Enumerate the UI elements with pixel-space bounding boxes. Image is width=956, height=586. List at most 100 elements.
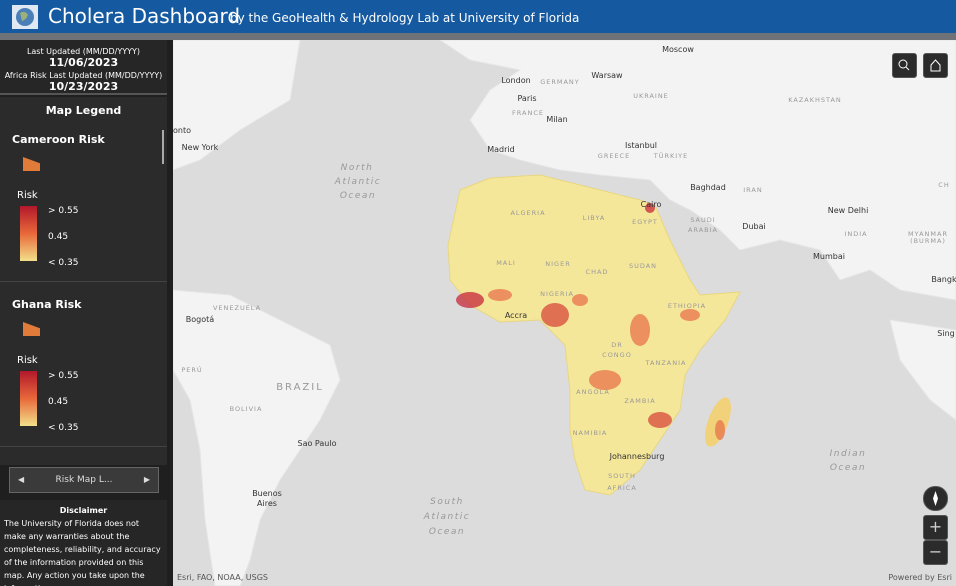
header: Cholera Dashboard by the GeoHealth & Hyd…	[0, 0, 956, 33]
map-label: Dubai	[742, 222, 765, 231]
map-label: onto	[173, 126, 191, 135]
map-label: Sao Paulo	[298, 439, 337, 448]
map-label: SAUDI	[690, 216, 715, 224]
map-label: Accra	[505, 311, 527, 320]
layer-swatch	[23, 157, 40, 171]
map-label: PERÚ	[181, 365, 202, 374]
layer-name: Ghana Risk	[12, 298, 82, 311]
map-label: NAMIBIA	[573, 429, 608, 437]
map-label: CONGO	[602, 351, 632, 359]
ramp-label: 0.45	[48, 397, 69, 407]
field-label: Risk	[17, 190, 38, 201]
map-label: (BURMA)	[910, 237, 946, 245]
map-label: TANZANIA	[645, 359, 687, 367]
home-button[interactable]	[923, 53, 948, 78]
legend-nav[interactable]: ◀ Risk Map L... ▶	[9, 467, 159, 493]
map[interactable]: Moscow London GERMANY Warsaw UKRAINE Paris FRA…	[173, 40, 956, 586]
map-label: KAZAKHSTAN	[788, 96, 842, 104]
map-label: Ocean	[830, 463, 866, 473]
map-label: Atlantic	[334, 177, 381, 187]
map-label: AFRICA	[607, 484, 637, 492]
subtitle: by the GeoHealth & Hydrology Lab at Univ…	[230, 11, 580, 25]
map-label: New York	[182, 143, 219, 152]
search-icon	[898, 59, 910, 71]
map-label: Istanbul	[625, 141, 657, 150]
title: Cholera Dashboard	[48, 4, 241, 28]
map-label: ETHIOPIA	[668, 302, 706, 310]
map-label: UKRAINE	[633, 92, 669, 100]
map-label: SOUTH	[608, 472, 636, 480]
legend-layer: Malawi Risk	[0, 447, 167, 465]
ramp-label: 0.45	[48, 232, 69, 242]
logo	[12, 5, 38, 29]
map-label: Moscow	[662, 45, 694, 54]
map-label: Cairo	[641, 200, 662, 209]
map-label: IRAN	[743, 186, 762, 194]
map-label: INDIA	[844, 230, 867, 238]
powered-by: Powered by Esri	[888, 573, 952, 582]
map-label: ALGERIA	[510, 209, 545, 217]
compass-button[interactable]	[923, 486, 948, 511]
header-strip	[0, 33, 956, 40]
map-label: Bogotá	[186, 315, 214, 324]
search-button[interactable]	[892, 53, 917, 78]
map-label: Atlantic	[423, 512, 470, 522]
map-label: GERMANY	[540, 78, 580, 86]
map-label: Buenos	[252, 489, 282, 498]
map-label: Warsaw	[591, 71, 623, 80]
map-label: ARABIA	[688, 226, 718, 234]
map-label: NIGERIA	[540, 290, 574, 298]
layer-name: Cameroon Risk	[12, 133, 105, 146]
map-label: Baghdad	[690, 183, 726, 192]
map-label: EGYPT	[632, 218, 658, 226]
map-label: BOLIVIA	[230, 405, 263, 413]
disclaimer-title: Disclaimer	[59, 506, 108, 515]
map-label: Madrid	[487, 145, 514, 154]
nav-label: Risk Map L...	[55, 475, 113, 485]
home-icon	[930, 59, 941, 72]
next[interactable]: ▶	[143, 475, 150, 484]
map-label: SUDAN	[629, 262, 657, 270]
update-label: Africa Risk Last Updated (MM/DD/YYYY)	[4, 71, 163, 80]
map-label: North	[341, 163, 374, 173]
map-label: VENEZUELA	[213, 304, 261, 312]
legend: Map Legend Cameroon Risk Risk > 0.55 0.45 < …	[0, 97, 167, 465]
ramp-label: < 0.35	[48, 423, 79, 433]
map-label: LIBYA	[583, 214, 606, 222]
prev[interactable]: ◀	[18, 475, 25, 484]
map-label: CH	[938, 181, 949, 189]
map-label: Johannesburg	[609, 452, 665, 461]
map-label: Mumbai	[813, 252, 845, 261]
map-label: South	[430, 497, 464, 507]
map-label: Bangk	[931, 275, 956, 284]
map-label: Ocean	[429, 527, 465, 537]
ramp-label: < 0.35	[48, 258, 79, 268]
map-label: GREECE	[598, 152, 630, 160]
map-label: MALI	[496, 259, 516, 267]
map-label: Paris	[517, 94, 536, 103]
field-label: Risk	[17, 355, 38, 366]
layer-swatch	[23, 322, 40, 336]
map-label: New Delhi	[828, 206, 869, 215]
disclaimer-text: The University of Florida does not make …	[4, 519, 161, 586]
map-label: Ocean	[340, 191, 376, 201]
scrollbar[interactable]	[162, 130, 164, 164]
color-ramp	[20, 206, 37, 261]
update-date: 11/06/2023	[48, 56, 119, 69]
update-date: 10/23/2023	[48, 80, 119, 93]
ramp-label: > 0.55	[48, 371, 79, 381]
legend-title: Map Legend	[45, 104, 122, 117]
map-label: London	[501, 76, 530, 85]
map-label: NIGER	[545, 260, 570, 268]
attribution: Esri, FAO, NOAA, USGS	[177, 573, 268, 582]
update-label: Last Updated (MM/DD/YYYY)	[26, 47, 141, 56]
map-label: DR	[611, 341, 623, 349]
legend-layer: Ghana Risk Risk > 0.55 0.45 < 0.35	[0, 282, 167, 447]
zoom-out[interactable]: −	[923, 540, 948, 565]
map-label: BRAZIL	[276, 382, 324, 393]
map-label: Indian	[830, 449, 867, 459]
compass-icon	[933, 491, 938, 506]
zoom-in[interactable]: +	[923, 515, 948, 540]
map-label: MYANMAR	[908, 230, 948, 238]
